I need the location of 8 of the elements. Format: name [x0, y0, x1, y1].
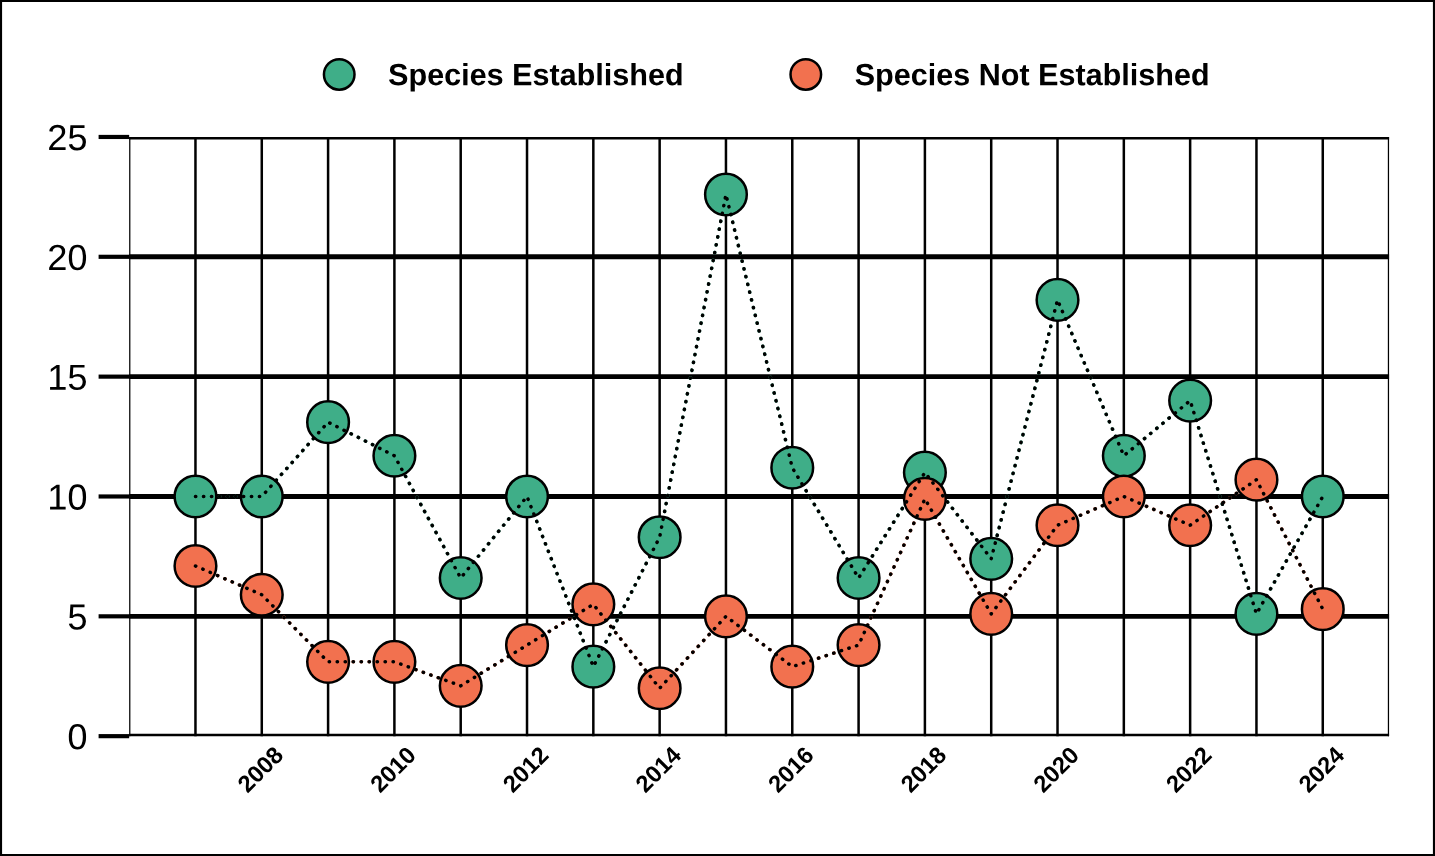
legend-label: Species Established [388, 63, 682, 92]
y-tick-label: 5 [68, 604, 86, 630]
y-tick-label: 15 [50, 364, 86, 391]
legend-label: Species Not Established [855, 63, 1208, 92]
y-tick-label: 25 [49, 124, 86, 151]
y-tick-label: 10 [50, 484, 87, 510]
y-tick-label: 20 [49, 244, 87, 271]
y-tick-label: 0 [68, 724, 87, 750]
